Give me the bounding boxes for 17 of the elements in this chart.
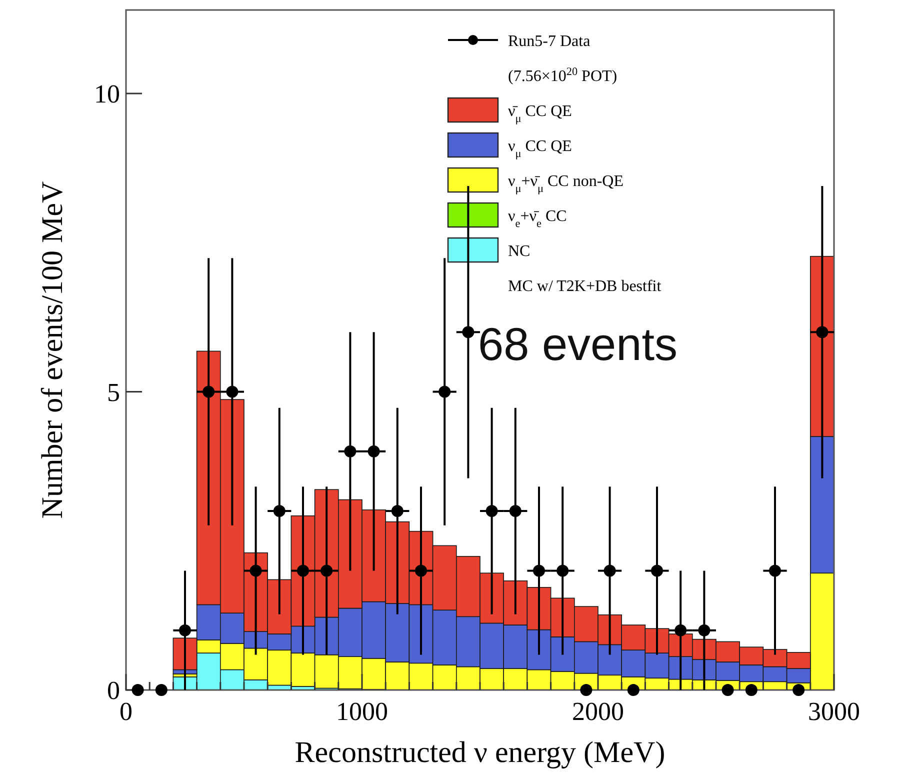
y-tick-label: 10 [94,80,120,109]
legend-label: ν$_{μ}$ CC QE [508,138,572,160]
legend-label: ν̄$_{μ}$ CC QE [508,103,572,125]
x-tick-label: 2000 [572,697,624,726]
annotation: 68 events [478,318,678,370]
legend-label: NC [508,243,530,260]
legend-label: ν$_{e}$+ν̄$_{e}$ CC [508,208,567,230]
legend-label: Run5-7 Data [508,33,590,50]
y-tick-label: 5 [107,378,120,407]
x-axis-title: Reconstructed ν energy (MeV) [294,736,666,769]
x-tick-label: 3000 [808,697,860,726]
y-tick-label: 0 [107,676,120,706]
x-tick-label: 1000 [336,697,388,726]
annotation: (7.56×10$^{20}$ POT) [508,66,618,85]
legend-label: ν$_{μ}$+ν̄$_{μ}$ CC non-QE [508,173,624,195]
annotation: MC w/ T2K+DB bestfit [508,278,662,295]
y-axis-title: Number of events/100 MeV [36,180,69,519]
